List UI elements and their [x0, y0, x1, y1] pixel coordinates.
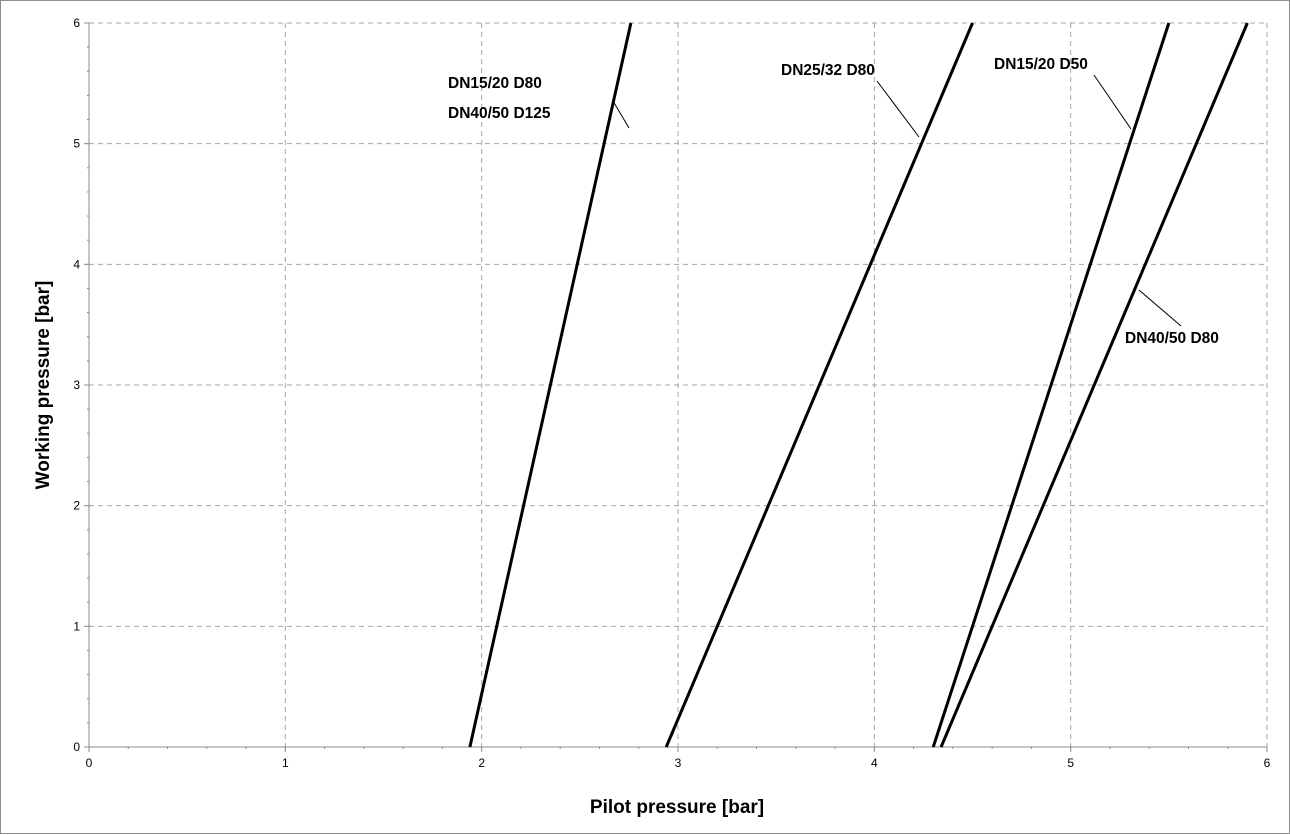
annotation-label: DN40/50 D125 [448, 105, 551, 122]
annotation-label: DN25/32 D80 [781, 62, 875, 79]
x-tick-label: 0 [86, 756, 93, 770]
x-axis-title: Pilot pressure [bar] [590, 797, 764, 818]
annotation-label: DN15/20 D80 [448, 75, 542, 92]
y-tick-label: 0 [73, 740, 80, 754]
y-tick-label: 6 [73, 16, 80, 30]
series-line-4 [939, 22, 1249, 748]
x-tick-label: 4 [871, 756, 878, 770]
y-tick-label: 4 [73, 257, 80, 271]
annotation-leader [1138, 289, 1182, 327]
series-line-1 [468, 22, 633, 748]
x-tick-label: 3 [675, 756, 682, 770]
annotation-label: DN15/20 D50 [994, 56, 1088, 73]
annotation-leader [876, 80, 920, 138]
axes: 0 1 2 3 4 5 6 0 1 2 3 4 5 6 [73, 16, 1270, 770]
annotation-label: DN40/50 D80 [1125, 330, 1219, 347]
x-tick-label: 2 [478, 756, 485, 770]
y-tick-label: 1 [73, 619, 80, 633]
y-axis-title: Working pressure [bar] [33, 281, 54, 490]
y-tick-label: 3 [73, 378, 80, 392]
series-line-2 [664, 22, 974, 748]
x-tick-label: 6 [1264, 756, 1271, 770]
annotation-leader [612, 100, 630, 129]
x-tick-label: 1 [282, 756, 289, 770]
series-line-3 [931, 22, 1171, 748]
series-lines [468, 22, 1249, 748]
annotation-leader [1093, 74, 1132, 130]
grid [89, 22, 1268, 747]
annotations: DN15/20 D80 DN40/50 D125 DN25/32 D80 DN15/2… [448, 56, 1219, 347]
y-tick-label: 2 [73, 499, 80, 513]
y-tick-label: 5 [73, 137, 80, 151]
x-tick-label: 5 [1067, 756, 1074, 770]
